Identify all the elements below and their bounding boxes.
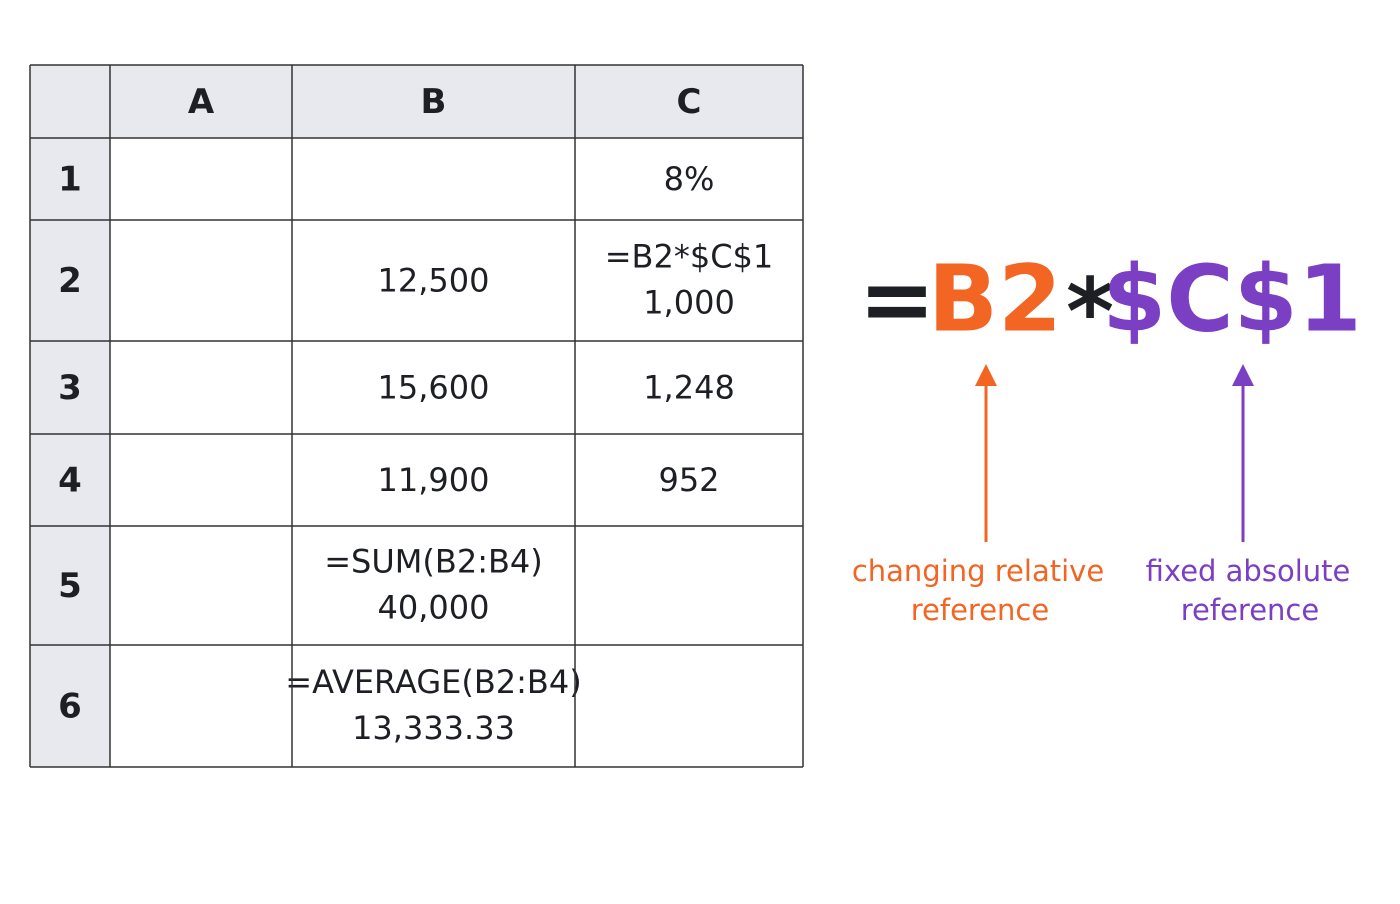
arrowhead-relative bbox=[975, 364, 997, 386]
cell-formula: =AVERAGE(B2:B4) bbox=[285, 663, 581, 701]
note-absolute: fixed absolute bbox=[1146, 554, 1351, 588]
row-header: 2 bbox=[58, 261, 82, 301]
row-header: 6 bbox=[58, 687, 82, 727]
cell-formula: =B2*$C$1 bbox=[605, 238, 774, 276]
header-row bbox=[30, 65, 803, 138]
header-column bbox=[30, 138, 110, 767]
row-header: 5 bbox=[58, 566, 82, 606]
arrowhead-absolute bbox=[1232, 364, 1254, 386]
formula-operator: * bbox=[1066, 258, 1114, 365]
note-absolute: reference bbox=[1181, 593, 1319, 627]
cell-value: 12,500 bbox=[378, 262, 490, 300]
formula-equals: = bbox=[858, 245, 935, 352]
cell-value: 1,000 bbox=[643, 284, 735, 322]
column-header: B bbox=[421, 82, 447, 122]
cell-value: 13,333.33 bbox=[352, 709, 515, 747]
row-header: 4 bbox=[58, 461, 82, 501]
formula-absolute: $C$1 bbox=[1102, 245, 1362, 352]
cell-value: 15,600 bbox=[378, 369, 490, 407]
cell-value: 8% bbox=[664, 160, 715, 198]
column-header: C bbox=[677, 82, 702, 122]
spreadsheet: A B C 1 8% 2 12,500 =B2*$C$1 1,000 3 15,600 1,248 4 1… bbox=[29, 64, 804, 768]
note-relative: reference bbox=[911, 593, 1049, 627]
cell-formula: =SUM(B2:B4) bbox=[324, 543, 543, 581]
formula-relative: B2 bbox=[928, 245, 1062, 352]
cell-value: 1,248 bbox=[643, 369, 735, 407]
column-header: A bbox=[188, 82, 215, 122]
cell-value: 11,900 bbox=[378, 461, 490, 499]
cell-value: 952 bbox=[658, 461, 719, 499]
note-relative: changing relative bbox=[852, 554, 1104, 588]
row-header: 3 bbox=[58, 368, 82, 408]
row-header: 1 bbox=[58, 160, 82, 200]
cell-value: 40,000 bbox=[378, 589, 490, 627]
